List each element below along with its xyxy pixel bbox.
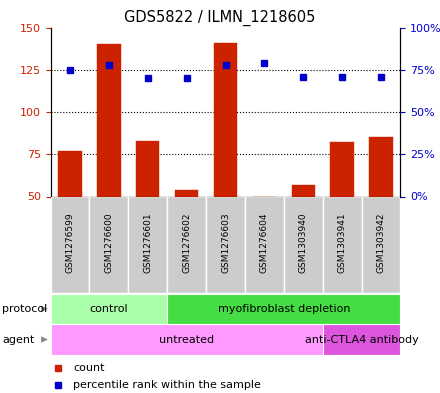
Bar: [292, 185, 315, 196]
Text: percentile rank within the sample: percentile rank within the sample: [73, 380, 261, 390]
Bar: [136, 141, 159, 196]
Bar: [284, 196, 323, 293]
Bar: [167, 196, 206, 293]
Bar: [175, 190, 198, 196]
Text: untreated: untreated: [159, 334, 214, 345]
Bar: [369, 138, 392, 196]
Bar: [323, 196, 362, 293]
Text: GSM1276601: GSM1276601: [143, 212, 152, 273]
Text: GSM1276603: GSM1276603: [221, 212, 230, 273]
Bar: [89, 196, 128, 293]
Bar: [214, 43, 237, 196]
Text: GSM1276602: GSM1276602: [182, 213, 191, 273]
Text: GSM1303940: GSM1303940: [299, 212, 308, 273]
Bar: [362, 196, 400, 293]
Bar: [97, 44, 121, 196]
Text: GSM1276599: GSM1276599: [66, 212, 74, 273]
Bar: [128, 196, 167, 293]
Text: GSM1276600: GSM1276600: [104, 212, 114, 273]
Text: myofibroblast depletion: myofibroblast depletion: [217, 304, 350, 314]
Text: GDS5822 / ILMN_1218605: GDS5822 / ILMN_1218605: [125, 10, 315, 26]
Bar: [167, 294, 400, 324]
Bar: [206, 196, 245, 293]
Bar: [51, 196, 89, 293]
Text: control: control: [90, 304, 128, 314]
Text: GSM1276604: GSM1276604: [260, 213, 269, 273]
Bar: [323, 324, 400, 355]
Text: count: count: [73, 362, 105, 373]
Bar: [51, 294, 167, 324]
Text: protocol: protocol: [2, 304, 48, 314]
Text: GSM1303941: GSM1303941: [337, 212, 347, 273]
Text: GSM1303942: GSM1303942: [377, 213, 385, 273]
Text: anti-CTLA4 antibody: anti-CTLA4 antibody: [304, 334, 418, 345]
Bar: [245, 196, 284, 293]
Bar: [51, 324, 323, 355]
Text: agent: agent: [2, 334, 35, 345]
Bar: [330, 142, 354, 196]
Bar: [59, 151, 82, 196]
